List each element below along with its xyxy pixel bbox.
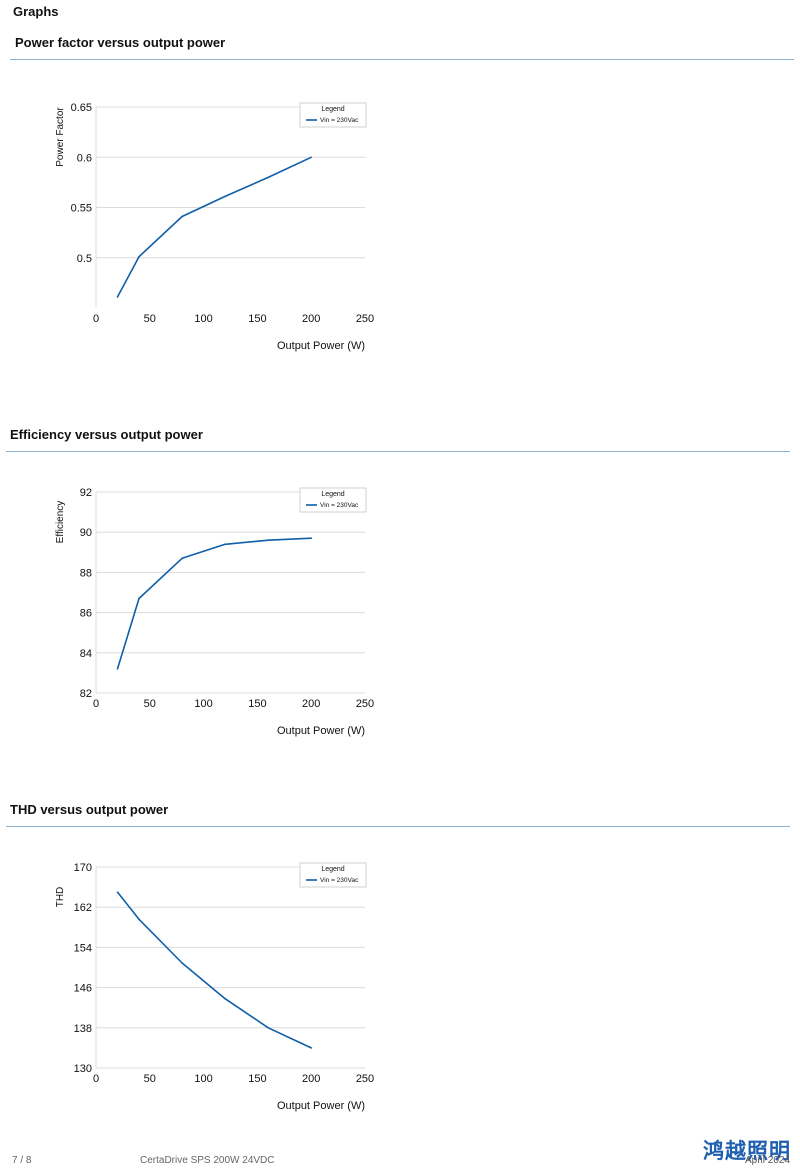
y-tick-label: 84 xyxy=(80,648,92,660)
footer-date: April 2024 xyxy=(745,1155,791,1166)
y-tick-label: 86 xyxy=(80,608,92,620)
x-axis-label: Output Power (W) xyxy=(277,725,365,737)
legend-box xyxy=(299,102,367,128)
y-tick-label: 138 xyxy=(74,1023,92,1035)
chart-3-rule xyxy=(6,826,790,827)
legend-entry: Vin = 230Vac xyxy=(320,502,359,509)
y-tick-label: 0.6 xyxy=(77,152,92,164)
legend-title: Legend xyxy=(321,866,344,873)
data-point xyxy=(267,1027,269,1029)
data-point xyxy=(224,195,226,198)
y-tick-label: 92 xyxy=(80,487,92,499)
x-tick-label: 100 xyxy=(194,698,212,710)
legend-title: Legend xyxy=(321,106,344,113)
x-tick-label: 150 xyxy=(248,313,266,325)
data-point xyxy=(224,543,226,546)
efficiency-chart: 82 84 86 88 90 92 0 50 100 150 200 250 Output Power … xyxy=(55,487,374,737)
x-tick-label: 150 xyxy=(248,698,266,710)
power-factor-chart: 0.5 0.55 0.6 0.65 0 50 100 150 200 250 Output Powe… xyxy=(55,102,374,352)
series-line xyxy=(116,537,312,670)
x-tick-label: 0 xyxy=(93,698,99,710)
x-tick-label: 200 xyxy=(302,698,320,710)
y-tick-label: 82 xyxy=(80,688,92,700)
data-point xyxy=(310,1047,313,1049)
x-tick-label: 50 xyxy=(144,1073,156,1085)
series-line xyxy=(116,156,312,298)
y-tick-label: 154 xyxy=(74,942,92,954)
x-tick-label: 200 xyxy=(302,1073,320,1085)
y-axis-label: Power Factor xyxy=(55,107,66,167)
x-tick-label: 100 xyxy=(194,313,212,325)
data-point xyxy=(267,176,269,179)
data-point xyxy=(310,156,313,159)
x-tick-label: 250 xyxy=(356,1073,374,1085)
x-tick-label: 50 xyxy=(144,698,156,710)
x-axis-label: Output Power (W) xyxy=(277,340,365,352)
x-tick-label: 0 xyxy=(93,313,99,325)
footer-watermark-logo: 鸿越照明 xyxy=(703,1139,791,1163)
y-tick-label: 170 xyxy=(74,862,92,874)
footer-page-number: 7 / 8 xyxy=(12,1155,32,1166)
y-tick-label: 146 xyxy=(74,983,92,995)
legend-box xyxy=(299,862,367,888)
data-point xyxy=(224,997,226,1000)
legend-entry: Vin = 230Vac xyxy=(320,877,359,884)
page-heading: Graphs xyxy=(13,4,59,19)
legend-entry: Vin = 230Vac xyxy=(320,117,359,124)
chart-1-title: Power factor versus output power xyxy=(15,35,226,50)
data-point xyxy=(310,537,313,540)
legend-title: Legend xyxy=(321,491,344,498)
x-axis-label: Output Power (W) xyxy=(277,1100,365,1112)
data-point xyxy=(181,215,183,218)
x-tick-label: 50 xyxy=(144,313,156,325)
legend-box xyxy=(299,487,367,513)
y-tick-label: 130 xyxy=(74,1063,92,1075)
data-point xyxy=(138,255,140,258)
data-point xyxy=(116,668,119,670)
thd-chart: 130 138 146 154 162 170 0 50 100 150 200 250 Output … xyxy=(55,862,374,1112)
chart-2-title: Efficiency versus output power xyxy=(10,427,203,442)
data-point xyxy=(116,296,119,298)
chart-3-title: THD versus output power xyxy=(10,802,169,817)
y-axis-label: THD xyxy=(55,887,66,908)
data-point xyxy=(267,539,269,542)
y-tick-label: 0.55 xyxy=(71,203,92,215)
x-tick-label: 250 xyxy=(356,313,374,325)
data-point xyxy=(116,891,119,893)
series-line xyxy=(116,891,312,1049)
y-tick-label: 0.65 xyxy=(71,102,92,114)
x-tick-label: 100 xyxy=(194,1073,212,1085)
x-tick-label: 200 xyxy=(302,313,320,325)
chart-1-rule xyxy=(10,59,794,60)
data-point xyxy=(181,557,183,560)
data-point xyxy=(138,597,140,600)
x-tick-label: 0 xyxy=(93,1073,99,1085)
y-tick-label: 90 xyxy=(80,527,92,539)
x-tick-label: 150 xyxy=(248,1073,266,1085)
data-point xyxy=(181,962,183,964)
chart-2-rule xyxy=(6,451,790,452)
y-tick-label: 162 xyxy=(74,902,92,914)
x-tick-label: 250 xyxy=(356,698,374,710)
data-point xyxy=(138,918,140,921)
footer-product-name: CertaDrive SPS 200W 24VDC xyxy=(140,1155,275,1166)
y-axis-label: Efficiency xyxy=(55,501,66,544)
y-tick-label: 88 xyxy=(80,567,92,579)
y-tick-label: 0.5 xyxy=(77,253,92,265)
